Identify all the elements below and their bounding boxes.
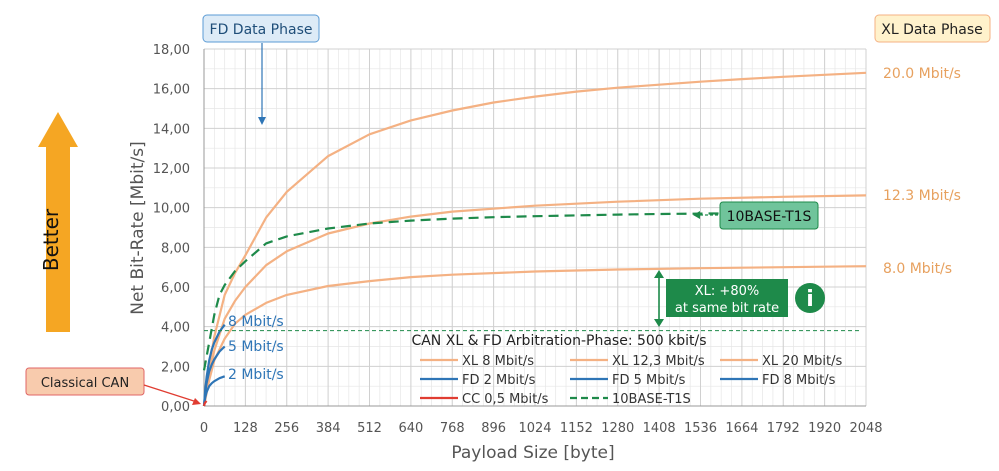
y-axis-label: Net Bit-Rate [Mbit/s] <box>128 141 148 315</box>
legend-entry: XL 20 Mbit/s <box>762 354 843 369</box>
classical-can-arrowhead-icon <box>192 398 201 405</box>
x-tick-label: 384 <box>316 421 341 436</box>
legend-entry: XL 12,3 Mbit/s <box>612 354 705 369</box>
classical-can-box <box>25 367 145 396</box>
fd-data-phase-box <box>202 14 320 43</box>
fd-8-label: 8 Mbit/s <box>228 314 284 330</box>
better-arrow-icon <box>38 112 78 332</box>
xl-gain-arrowhead-down-icon <box>654 319 664 327</box>
y-tick-label: 10,00 <box>153 202 190 217</box>
x-tick-label: 512 <box>357 421 382 436</box>
info-icon-glyph: i <box>806 287 814 312</box>
legend-entry: XL 8 Mbit/s <box>462 354 534 369</box>
fd-5-label: 5 Mbit/s <box>228 339 284 355</box>
legend-entry: FD 5 Mbit/s <box>612 373 686 388</box>
series-line-fd-8-mbit-s <box>202 324 226 407</box>
annotations <box>204 211 860 332</box>
xl-gain-box <box>666 279 788 317</box>
y-tick-label: 16,00 <box>153 83 190 98</box>
y-tick-label: 2,00 <box>161 360 190 375</box>
legend-entry: CC 0,5 Mbit/s <box>462 392 549 407</box>
x-axis-label: Payload Size [byte] <box>451 443 614 463</box>
y-tick-label: 12,00 <box>153 162 190 177</box>
fd-data-phase-arrowhead-icon <box>258 117 266 125</box>
series-lines <box>202 71 867 407</box>
x-tick-label: 896 <box>481 421 506 436</box>
classical-can-label: Classical CAN <box>41 376 129 391</box>
fd-data-phase-label: FD Data Phase <box>210 22 313 38</box>
legend-entry: FD 2 Mbit/s <box>462 373 536 388</box>
x-tick-label: 1280 <box>601 421 634 436</box>
xl-data-phase-box <box>874 14 991 43</box>
series-line-xl-20-mbit-s <box>202 71 867 407</box>
info-icon <box>795 283 825 313</box>
x-tick-label: 768 <box>440 421 465 436</box>
series-line-cc-0-5-mbit-s <box>202 400 208 407</box>
xl-gain-arrowhead-up-icon <box>654 270 664 278</box>
y-tick-label: 4,00 <box>161 321 190 336</box>
series-line-xl-8-mbit-s <box>202 265 867 407</box>
xl-gain-line1: XL: +80% <box>695 284 759 299</box>
y-tick-label: 0,00 <box>161 400 190 415</box>
legend-entry: FD 8 Mbit/s <box>762 373 836 388</box>
fd-2-label: 2 Mbit/s <box>228 367 284 383</box>
legend: XL 8 Mbit/s XL 12,3 Mbit/s XL 20 Mbit/s FD … <box>420 354 843 407</box>
axes <box>203 49 866 407</box>
y-tick-label: 8,00 <box>161 241 190 256</box>
x-tick-label: 0 <box>200 421 208 436</box>
t1s-arrowhead-icon <box>693 211 700 219</box>
series-line-10base-t1s <box>202 211 773 371</box>
t1s-box <box>719 201 819 230</box>
better-label: Better <box>39 208 63 271</box>
classical-can-arrow <box>143 384 198 403</box>
x-tick-label: 256 <box>274 421 299 436</box>
xl-8-label: 8.0 Mbit/s <box>883 261 952 277</box>
x-tick-label: 1792 <box>767 421 800 436</box>
xl-gain-line2: at same bit rate <box>675 301 779 316</box>
x-tick-label: 1152 <box>560 421 593 436</box>
x-tick-label: 640 <box>398 421 423 436</box>
y-tick-label: 6,00 <box>161 281 190 296</box>
x-tick-label: 2048 <box>849 421 882 436</box>
y-tick-label: 14,00 <box>153 122 190 137</box>
legend-title: CAN XL & FD Arbitration-Phase: 500 kbit/… <box>411 333 706 349</box>
x-tick-label: 1664 <box>725 421 758 436</box>
x-tick-label: 1024 <box>518 421 551 436</box>
tick-labels: 0 128 256 384 512 640 768 896 1024 1152 1280 1408 15… <box>153 43 883 436</box>
xl-data-phase-label: XL Data Phase <box>881 22 983 38</box>
x-tick-label: 128 <box>233 421 258 436</box>
legend-entry: 10BASE-T1S <box>612 392 691 407</box>
xl-12-label: 12.3 Mbit/s <box>883 188 961 204</box>
y-tick-label: 18,00 <box>153 43 190 58</box>
x-tick-label: 1920 <box>808 421 841 436</box>
x-tick-label: 1408 <box>643 421 676 436</box>
x-tick-label: 1536 <box>684 421 717 436</box>
xl-20-label: 20.0 Mbit/s <box>883 66 961 82</box>
t1s-label: 10BASE-T1S <box>727 209 812 225</box>
